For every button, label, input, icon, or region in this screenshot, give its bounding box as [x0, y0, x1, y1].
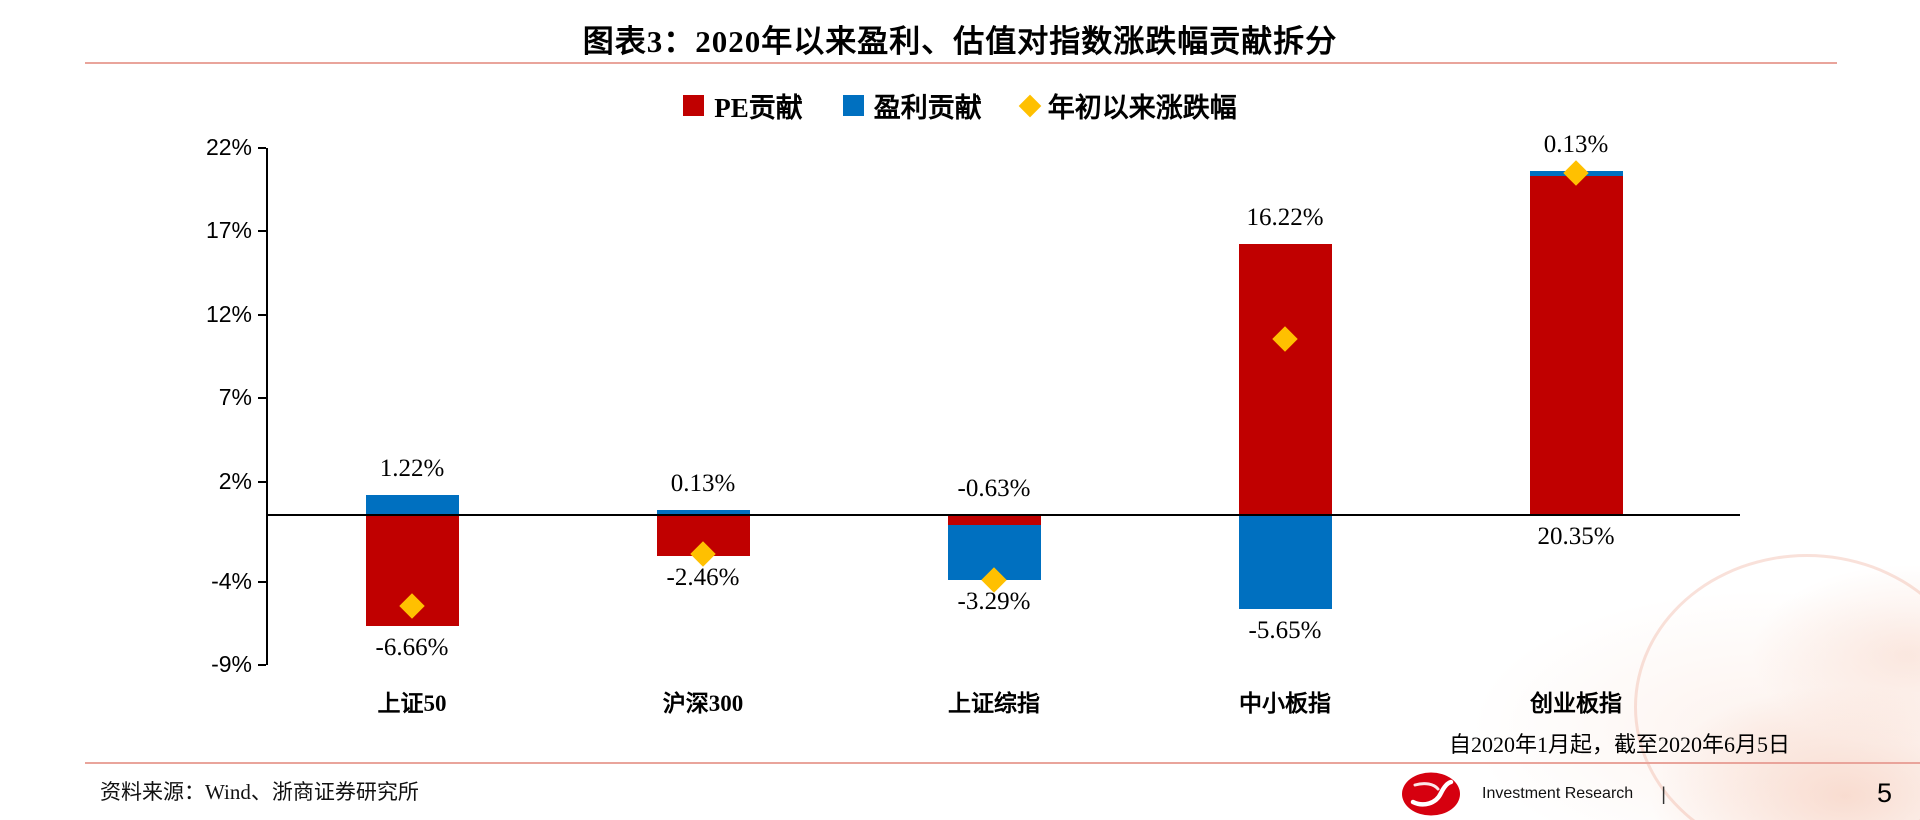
brand-logo-icon [1402, 772, 1460, 816]
chart-date-note: 自2020年1月起，截至2020年6月5日 [1448, 732, 1790, 757]
bar-segment-earnings [656, 509, 750, 515]
y-axis-tick [258, 230, 266, 233]
legend-label-ytd: 年初以来涨跌幅 [1047, 93, 1237, 123]
x-axis-category-label: 创业板指 [1530, 691, 1622, 716]
bar-data-label-top: 1.22% [379, 454, 445, 482]
y-axis-tick [258, 313, 266, 316]
y-axis-tick-label: -9% [211, 651, 252, 677]
chart-legend: PE贡献 盈利贡献 年初以来涨跌幅 [0, 86, 1920, 125]
bar-data-label-top: 0.13% [670, 469, 736, 497]
bar-segment-pe [947, 514, 1041, 526]
y-axis-tick [258, 397, 266, 400]
bar-segment-earnings [365, 494, 459, 515]
legend-item-pe: PE贡献 [683, 86, 803, 125]
y-axis-tick-label: -4% [211, 567, 252, 594]
x-axis-zero-line [266, 513, 1740, 516]
y-axis-tick [258, 664, 266, 666]
legend-item-earnings: 盈利贡献 [842, 86, 982, 125]
bar-segment-pe [1238, 244, 1332, 515]
y-axis-line [266, 148, 268, 665]
footer-divider-line [85, 762, 1920, 764]
y-axis-tick [258, 480, 266, 483]
brand-bar: Investment Research | [1400, 768, 1920, 820]
x-axis-category-label: 中小板指 [1239, 691, 1331, 716]
y-axis-tick-label: 2% [218, 467, 252, 494]
brand-name-text: Investment Research [1482, 785, 1634, 802]
bar-data-label-bottom: 20.35% [1537, 522, 1615, 550]
bar-data-label-top: -0.63% [957, 474, 1031, 502]
y-axis-tick-label: 22% [205, 134, 252, 160]
legend-square-red-icon [683, 95, 705, 116]
bar-segment-pe [1529, 175, 1623, 515]
title-divider-line [85, 62, 1837, 64]
page-number: 5 [1876, 778, 1892, 808]
legend-square-blue-icon [842, 95, 864, 116]
bar-data-label-bottom: -6.66% [375, 633, 449, 661]
bar-data-label-bottom: -2.46% [666, 563, 740, 591]
x-axis-category-label: 沪深300 [662, 691, 744, 716]
x-axis-category-label: 上证综指 [948, 691, 1040, 716]
y-axis-tick-label: 7% [218, 384, 252, 411]
legend-item-ytd: 年初以来涨跌幅 [1018, 86, 1237, 125]
chart-title: 图表3：2020年以来盈利、估值对指数涨跌幅贡献拆分 [582, 24, 1338, 59]
data-source-text: 资料来源：Wind、浙商证券研究所 [100, 780, 419, 804]
bar-data-label-top: 16.22% [1246, 204, 1324, 232]
x-axis-category-label: 上证50 [377, 691, 447, 716]
y-axis-tick [258, 147, 266, 149]
y-axis-tick [258, 580, 266, 583]
legend-diamond-icon [1018, 94, 1042, 117]
bar-segment-earnings [1238, 514, 1332, 610]
legend-label-earnings: 盈利贡献 [873, 93, 982, 123]
bar-data-label-bottom: -3.29% [957, 588, 1031, 616]
legend-label-pe: PE贡献 [714, 93, 803, 123]
bar-data-label-bottom: -5.65% [1248, 617, 1322, 645]
y-axis-tick-label: 12% [205, 300, 252, 327]
y-axis-tick-label: 17% [205, 217, 252, 244]
brand-divider: | [1661, 783, 1666, 804]
bar-data-label-top: 0.13% [1543, 130, 1609, 158]
